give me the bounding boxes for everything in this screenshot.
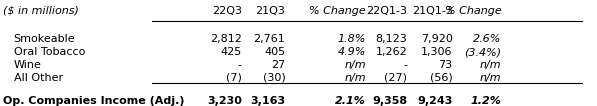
Text: Smokeable: Smokeable bbox=[14, 34, 75, 44]
Text: 21Q1-3: 21Q1-3 bbox=[412, 6, 453, 16]
Text: % Change: % Change bbox=[445, 6, 501, 16]
Text: (56): (56) bbox=[430, 73, 453, 83]
Text: ($ in millions): ($ in millions) bbox=[3, 6, 79, 16]
Text: 8,123: 8,123 bbox=[376, 34, 407, 44]
Text: 1.2%: 1.2% bbox=[470, 96, 501, 106]
Text: 2.1%: 2.1% bbox=[335, 96, 366, 106]
Text: n/m: n/m bbox=[480, 60, 501, 70]
Text: Oral Tobacco: Oral Tobacco bbox=[14, 47, 85, 57]
Text: 73: 73 bbox=[438, 60, 453, 70]
Text: -: - bbox=[403, 60, 407, 70]
Text: All Other: All Other bbox=[14, 73, 63, 83]
Text: 1,306: 1,306 bbox=[421, 47, 453, 57]
Text: 9,358: 9,358 bbox=[372, 96, 407, 106]
Text: Wine: Wine bbox=[14, 60, 42, 70]
Text: 27: 27 bbox=[271, 60, 285, 70]
Text: 22Q3: 22Q3 bbox=[212, 6, 242, 16]
Text: (7): (7) bbox=[226, 73, 242, 83]
Text: (3.4%): (3.4%) bbox=[464, 47, 501, 57]
Text: n/m: n/m bbox=[344, 60, 366, 70]
Text: 9,243: 9,243 bbox=[417, 96, 453, 106]
Text: n/m: n/m bbox=[480, 73, 501, 83]
Text: 2,812: 2,812 bbox=[210, 34, 242, 44]
Text: 21Q3: 21Q3 bbox=[256, 6, 285, 16]
Text: % Change: % Change bbox=[309, 6, 366, 16]
Text: 1.8%: 1.8% bbox=[337, 34, 366, 44]
Text: 22Q1-3: 22Q1-3 bbox=[366, 6, 407, 16]
Text: 405: 405 bbox=[264, 47, 285, 57]
Text: 7,920: 7,920 bbox=[421, 34, 453, 44]
Text: (27): (27) bbox=[384, 73, 407, 83]
Text: 3,230: 3,230 bbox=[207, 96, 242, 106]
Text: (30): (30) bbox=[263, 73, 285, 83]
Text: n/m: n/m bbox=[344, 73, 366, 83]
Text: 2.6%: 2.6% bbox=[473, 34, 501, 44]
Text: -: - bbox=[238, 60, 242, 70]
Text: 2,761: 2,761 bbox=[254, 34, 285, 44]
Text: 1,262: 1,262 bbox=[376, 47, 407, 57]
Text: Op. Companies Income (Adj.): Op. Companies Income (Adj.) bbox=[3, 96, 184, 106]
Text: 425: 425 bbox=[220, 47, 242, 57]
Text: 4.9%: 4.9% bbox=[337, 47, 366, 57]
Text: 3,163: 3,163 bbox=[250, 96, 285, 106]
